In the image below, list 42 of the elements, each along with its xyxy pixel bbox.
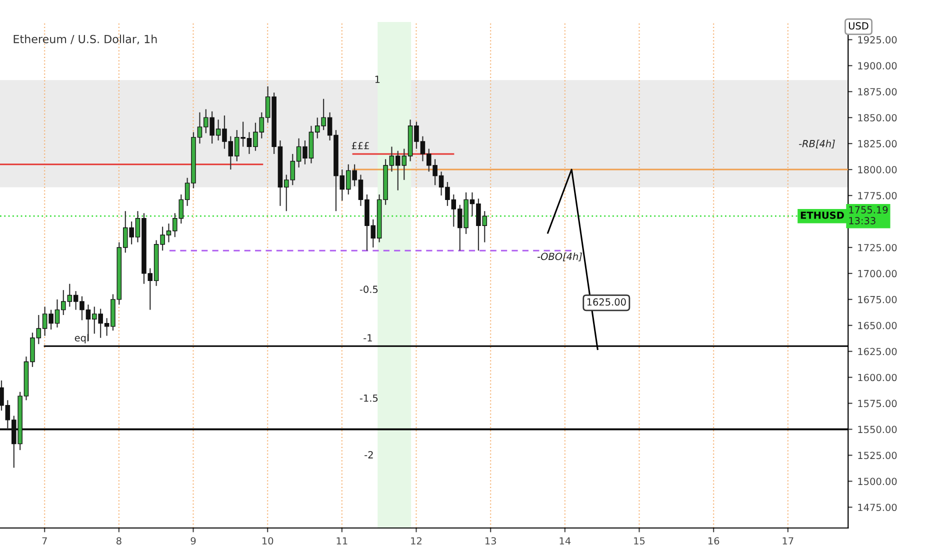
y-tick-label: 1675.00 — [858, 296, 897, 304]
x-tick-label: 7 — [42, 537, 47, 544]
x-tick-label: 10 — [262, 537, 274, 545]
annotation: 1755.19 13:33 — [849, 206, 888, 224]
annotation: -RB[4h] — [798, 140, 835, 148]
annotation: 1625.00 — [587, 298, 626, 306]
y-axis-title: USD — [848, 22, 868, 30]
x-tick-label: 11 — [336, 537, 348, 544]
x-tick-label: 16 — [708, 537, 720, 545]
y-tick-label: 1825.00 — [858, 140, 897, 148]
annotation: -OBO[4h] — [537, 252, 582, 262]
x-tick-label: 17 — [782, 537, 794, 544]
text: Ethereum / U.S. Dollar, 1h — [14, 34, 157, 44]
x-tick-label: 8 — [116, 537, 122, 545]
x-tick-label: 9 — [190, 537, 196, 545]
y-tick-label: 1875.00 — [858, 88, 897, 96]
x-tick-label: 13 — [485, 537, 496, 545]
annotation: -0.5 — [360, 286, 378, 293]
y-tick-label: 1800.00 — [858, 166, 897, 174]
x-tick-label: 12 — [411, 537, 422, 544]
x-tick-label: 15 — [634, 537, 645, 545]
y-tick-label: 1850.00 — [858, 114, 897, 122]
y-tick-label: 1550.00 — [858, 426, 897, 434]
y-tick-label: 1625.00 — [858, 348, 897, 356]
y-tick-label: 1925.00 — [858, 36, 897, 44]
annotation: -2 — [364, 451, 373, 458]
y-tick-label: 1725.00 — [858, 244, 897, 252]
x-tick-label: 14 — [560, 537, 571, 544]
annotation: -1.5 — [360, 394, 378, 402]
y-tick-label: 1900.00 — [858, 62, 897, 70]
annotation: -1 — [364, 334, 372, 342]
y-tick-label: 1500.00 — [858, 478, 897, 486]
y-tick-label: 1600.00 — [858, 374, 897, 382]
y-tick-label: 1575.00 — [858, 400, 897, 408]
annotation: 1 — [375, 76, 380, 83]
y-tick-label: 1525.00 — [858, 452, 897, 460]
annotation: £££ — [352, 142, 369, 150]
y-tick-label: 1650.00 — [858, 322, 897, 330]
y-tick-label: 1475.00 — [858, 504, 897, 512]
y-tick-label: 1775.00 — [858, 192, 897, 200]
y-tick-label: 1700.00 — [858, 270, 897, 278]
ref-line-label: ETHUSD — [800, 212, 844, 219]
